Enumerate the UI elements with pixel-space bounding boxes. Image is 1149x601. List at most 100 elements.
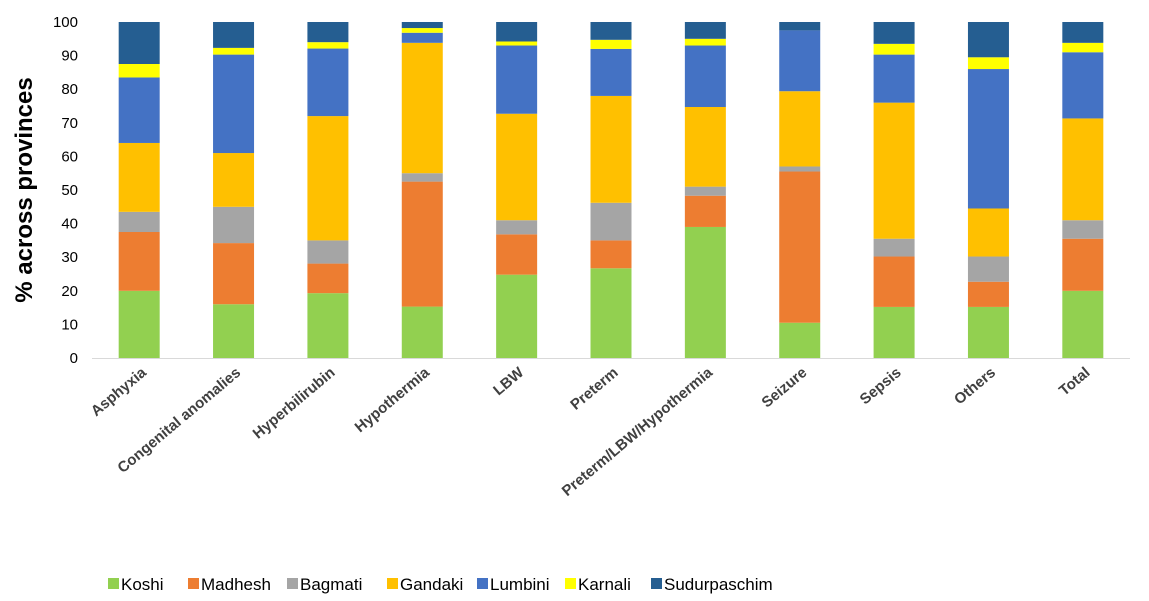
bar-segment-bagmati: [118, 211, 160, 232]
bar-segment-karnali: [967, 57, 1009, 70]
x-tick-label: Asphyxia: [88, 364, 151, 420]
x-tick-label: Sepsis: [857, 364, 905, 408]
bar-segment-madhesh: [401, 181, 443, 307]
x-tick-label: Seizure: [758, 364, 810, 411]
bar-segment-lumbini: [213, 54, 255, 154]
legend-label: Sudurpaschim: [664, 575, 773, 594]
bar-segment-madhesh: [118, 232, 160, 291]
bar-segment-koshi: [967, 306, 1009, 358]
y-tick-label: 40: [61, 216, 78, 233]
bar-segment-gandaki: [873, 102, 915, 239]
legend-swatch: [565, 578, 576, 589]
bar-segment-lumbini: [307, 48, 349, 117]
y-tick-label: 50: [61, 182, 78, 199]
bar-segment-lumbini: [684, 45, 726, 108]
bar-segment-bagmati: [1062, 220, 1104, 239]
bar-segment-sudurpaschim: [496, 22, 538, 42]
bar-segment-koshi: [873, 306, 915, 358]
y-tick-label: 20: [61, 283, 78, 300]
bar-segment-madhesh: [590, 240, 632, 269]
legend-item-gandaki: Gandaki: [387, 575, 463, 594]
x-tick-label: Hypothermia: [352, 364, 434, 436]
bar-segment-bagmati: [213, 206, 255, 244]
y-tick-label: 100: [53, 14, 78, 31]
bar-segment-sudurpaschim: [779, 22, 821, 31]
bar-segment-sudurpaschim: [684, 22, 726, 39]
legend-swatch: [477, 578, 488, 589]
bar-segment-karnali: [1062, 42, 1104, 53]
bar-segment-koshi: [401, 306, 443, 358]
bar-segment-gandaki: [779, 91, 821, 167]
x-tick-label: Preterm: [567, 364, 621, 413]
bar-segment-sudurpaschim: [1062, 22, 1104, 43]
bar-segment-karnali: [496, 41, 538, 46]
legend-item-koshi: Koshi: [108, 575, 164, 594]
bar-segment-sudurpaschim: [967, 22, 1009, 58]
y-tick-label: 0: [70, 350, 78, 367]
bar-segment-lumbini: [118, 77, 160, 143]
legend-item-karnali: Karnali: [565, 575, 631, 594]
bar-segment-koshi: [118, 290, 160, 358]
bar-segment-gandaki: [213, 153, 255, 207]
bar-segment-karnali: [684, 38, 726, 46]
bar-segment-karnali: [307, 42, 349, 49]
y-tick-label: 30: [61, 249, 78, 266]
x-tick-label: LBW: [490, 364, 528, 400]
legend-item-sudurpaschim: Sudurpaschim: [651, 575, 773, 594]
bar-segment-karnali: [873, 43, 915, 55]
bar-segment-karnali: [213, 47, 255, 55]
bar-segment-lumbini: [590, 48, 632, 96]
legend-swatch: [387, 578, 398, 589]
legend-label: Koshi: [121, 575, 164, 594]
bar-segment-madhesh: [496, 234, 538, 275]
bar-segment-bagmati: [307, 240, 349, 264]
y-axis-title: % across provinces: [11, 77, 38, 302]
bar-segment-karnali: [590, 39, 632, 49]
bar-segment-bagmati: [779, 166, 821, 172]
legend-label: Madhesh: [201, 575, 271, 594]
bar-segment-koshi: [1062, 290, 1104, 358]
bar-segment-koshi: [496, 274, 538, 358]
bar-segment-madhesh: [307, 263, 349, 294]
bar-segment-gandaki: [967, 208, 1009, 257]
bar-segment-lumbini: [496, 45, 538, 114]
x-tick-label: Preterm/LBW/Hypothermia: [559, 364, 717, 500]
legend-swatch: [108, 578, 119, 589]
bar-segment-koshi: [213, 304, 255, 358]
y-tick-label: 60: [61, 148, 78, 165]
y-tick-label: 80: [61, 81, 78, 98]
y-tick-label: 70: [61, 115, 78, 132]
bar-segment-sudurpaschim: [307, 22, 349, 43]
bar-segment-lumbini: [779, 30, 821, 92]
x-tick-label: Hyperbilirubin: [250, 364, 339, 442]
legend-swatch: [651, 578, 662, 589]
bar-segment-lumbini: [873, 54, 915, 103]
bar-segment-gandaki: [1062, 118, 1104, 221]
x-tick-label: Total: [1056, 364, 1094, 399]
bar-segment-madhesh: [779, 171, 821, 323]
legend-item-madhesh: Madhesh: [188, 575, 271, 594]
legend-item-bagmati: Bagmati: [287, 575, 362, 594]
bar-segment-bagmati: [496, 220, 538, 235]
legend-item-lumbini: Lumbini: [477, 575, 550, 594]
legend-swatch: [188, 578, 199, 589]
bar-segment-lumbini: [1062, 52, 1104, 119]
bar-segment-gandaki: [401, 42, 443, 174]
bar-segment-koshi: [684, 226, 726, 358]
bar-segment-bagmati: [684, 186, 726, 196]
x-tick-label: Others: [951, 364, 999, 408]
bar-segment-sudurpaschim: [401, 22, 443, 29]
bar-segment-gandaki: [307, 116, 349, 241]
bar-segment-karnali: [118, 64, 160, 78]
bar-segment-koshi: [779, 322, 821, 358]
bar-segment-madhesh: [1062, 238, 1104, 291]
y-tick-label: 10: [61, 316, 78, 333]
bar-segment-gandaki: [590, 95, 632, 203]
legend-label: Gandaki: [400, 575, 463, 594]
bar-segment-gandaki: [496, 113, 538, 221]
bar-segment-sudurpaschim: [118, 22, 160, 64]
plot-area: [118, 22, 1104, 358]
